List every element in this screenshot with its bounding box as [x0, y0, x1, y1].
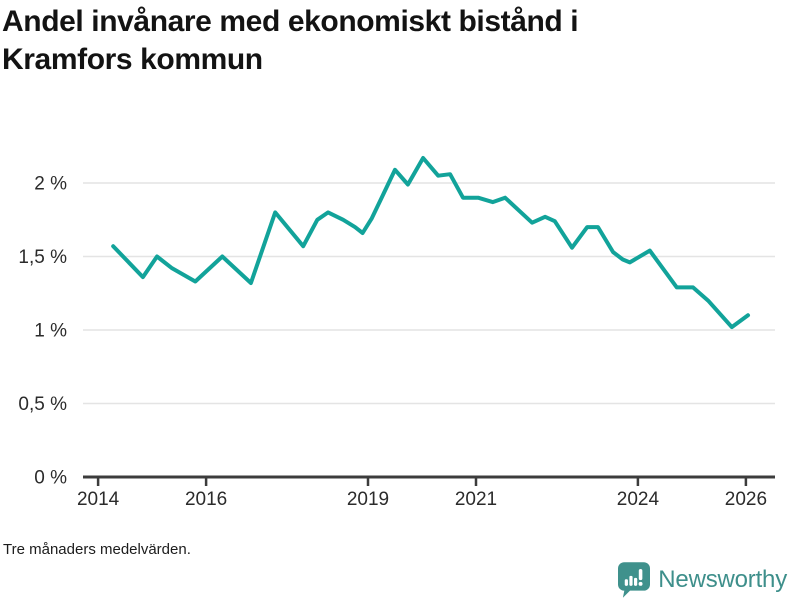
chart-title: Andel invånare med ekonomiskt bistånd i … [2, 5, 579, 76]
x-tick-label: 2021 [455, 489, 497, 510]
newsworthy-brand: Newsworthy [618, 562, 787, 598]
bar-chart-speech-bubble-icon [618, 562, 651, 598]
y-tick-label: 0,5 % [18, 394, 67, 415]
y-tick-label: 1,5 % [18, 247, 67, 268]
x-tick-label: 2014 [77, 489, 120, 510]
data-line [111, 156, 750, 330]
x-tick-label: 2024 [617, 489, 660, 510]
x-tick-label: 2016 [185, 489, 227, 510]
y-tick-label: 1 % [34, 320, 67, 341]
x-tick-label: 2026 [725, 489, 767, 510]
x-tick-label: 2019 [347, 489, 389, 510]
newsworthy-logo-text: Newsworthy [658, 566, 787, 593]
chart-footnote: Tre månaders medelvärden. [3, 541, 191, 558]
y-tick-label: 0 % [34, 467, 67, 488]
y-tick-label: 2 % [34, 173, 67, 194]
